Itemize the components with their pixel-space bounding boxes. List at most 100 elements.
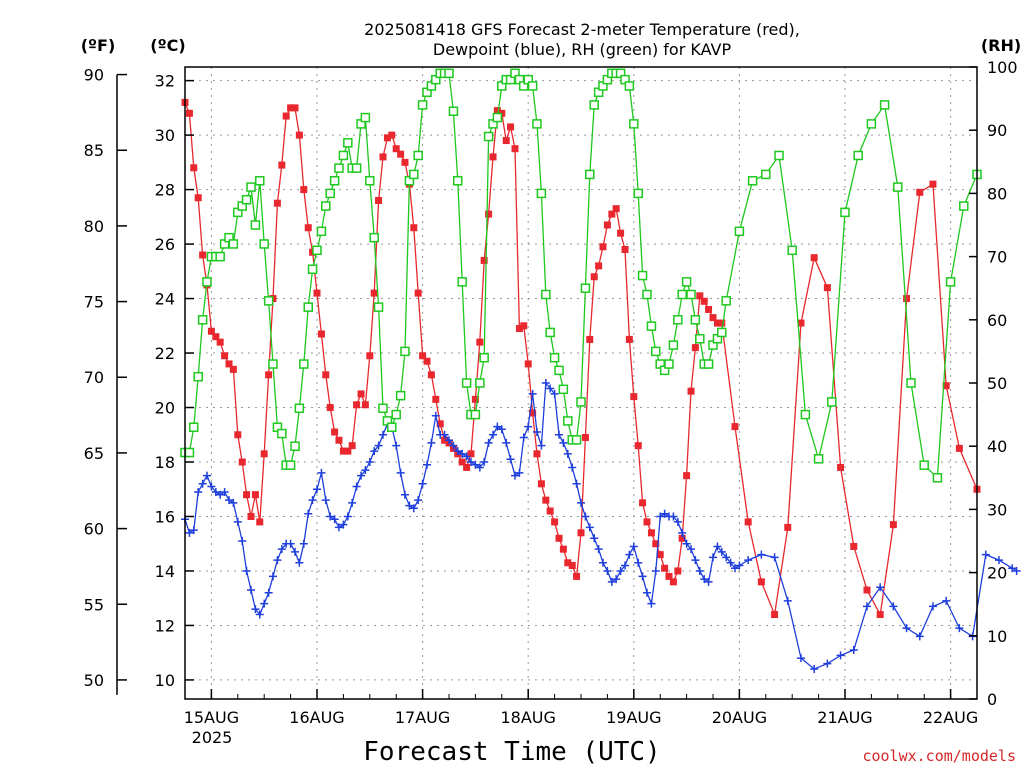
fahrenheit-tick-label: 70 — [84, 368, 104, 387]
rh-point — [664, 359, 674, 369]
dewpoint-point — [770, 553, 779, 562]
rh-point — [695, 334, 705, 344]
rh-point — [294, 403, 305, 414]
temperature-point — [823, 284, 831, 292]
dewpoint-point — [405, 501, 414, 510]
temperature-point — [383, 134, 391, 142]
celsius-unit-label: (ºC) — [150, 36, 185, 55]
dewpoint-point — [726, 558, 735, 567]
dewpoint-point — [379, 430, 387, 439]
dewpoint-point — [475, 463, 484, 472]
dewpoint-point — [532, 428, 541, 437]
dewpoint-point — [515, 468, 524, 477]
dewpoint-point — [484, 438, 493, 447]
temperature-point — [273, 199, 281, 207]
temperature-point — [366, 352, 374, 360]
temperature-point — [520, 322, 528, 330]
temperature-point — [190, 164, 198, 172]
temperature-point — [850, 542, 858, 550]
rh-point — [646, 321, 657, 331]
temperature-point — [625, 335, 633, 343]
temperature-point — [216, 338, 224, 346]
rh-point — [378, 403, 388, 414]
rh-point — [343, 138, 353, 148]
dewpoint-point — [506, 455, 515, 464]
temperature-point — [287, 104, 295, 112]
temperature-point — [344, 447, 352, 455]
rh-point — [483, 131, 494, 142]
rh-point — [400, 346, 410, 357]
dewpoint-point — [251, 605, 260, 614]
rh-axis: 0 10 20 30 40 50 60 70 80 90 100 — [969, 58, 1018, 709]
rh-point — [492, 112, 503, 123]
temperature-point — [837, 463, 845, 471]
rh-point — [690, 315, 701, 325]
dewpoint-point — [207, 482, 216, 491]
fahrenheit-tick-label: 55 — [84, 595, 104, 614]
rh-tick-label: 60 — [987, 311, 1007, 330]
temperature-point — [326, 404, 334, 412]
dewpoint-point — [524, 422, 533, 431]
dewpoint-point — [462, 452, 471, 461]
chart-title-line2: Dewpoint (blue), RH (green) for KAVP — [433, 40, 732, 59]
temperature-point — [608, 210, 616, 218]
rh-point — [536, 188, 547, 199]
temperature-point — [669, 578, 677, 586]
dewpoint-point — [423, 460, 432, 469]
dewpoint-point — [233, 517, 242, 526]
temperature-point — [797, 319, 805, 327]
dewpoint-point — [489, 430, 498, 439]
dewpoint-point — [796, 654, 805, 663]
rh-tick-label: 80 — [987, 184, 1007, 203]
temperature-point — [322, 371, 330, 379]
rh-point — [563, 416, 573, 426]
dewpoint-point — [400, 490, 409, 499]
dewpoint-point — [660, 509, 669, 518]
temperature-point — [339, 447, 347, 455]
dewpoint-point — [550, 389, 559, 398]
dewpoint-point — [458, 449, 467, 458]
time-tick-label: 19AUG — [606, 708, 661, 727]
dewpoint-point — [308, 496, 317, 505]
dewpoint-point — [687, 545, 696, 554]
dewpoint-point — [704, 577, 713, 586]
temperature-point — [612, 205, 620, 213]
temperature-point — [432, 395, 440, 403]
rh-point — [651, 346, 661, 357]
temperature-point — [744, 518, 752, 526]
dewpoint-point — [928, 602, 937, 611]
dewpoint-point — [541, 379, 550, 387]
rh-point — [479, 352, 489, 363]
rh-point — [893, 182, 903, 192]
temperature-point — [876, 611, 884, 619]
dewpoint-point — [585, 523, 594, 532]
rh-point — [321, 201, 331, 211]
rh-tick-label: 90 — [987, 121, 1007, 140]
temperature-point — [955, 444, 963, 452]
temperature-point — [300, 186, 308, 194]
dewpoint-point — [511, 471, 519, 480]
rh-point — [580, 283, 591, 293]
temperature-point — [243, 491, 251, 499]
dewpoint-point — [1008, 564, 1017, 573]
rh-point — [558, 384, 569, 395]
dewpoint-point — [286, 539, 295, 548]
temperature-point — [419, 352, 427, 360]
rh-point — [545, 327, 555, 338]
rh-point — [453, 176, 463, 186]
rh-point — [681, 277, 692, 287]
temperature-point — [581, 433, 589, 441]
temperature-point — [555, 534, 563, 542]
rh-point — [677, 289, 687, 300]
rh-point — [642, 289, 652, 300]
dewpoint-point — [621, 561, 630, 570]
temperature-point — [511, 145, 519, 153]
rh-point — [721, 296, 731, 306]
rh-unit-label: (RH) — [981, 36, 1021, 55]
celsius-tick-label: 22 — [155, 344, 175, 363]
dewpoint-point — [625, 550, 634, 559]
dewpoint-point — [198, 479, 207, 488]
dewpoint-point — [581, 512, 590, 521]
temperature-point — [916, 188, 924, 196]
rh-point — [444, 68, 454, 79]
